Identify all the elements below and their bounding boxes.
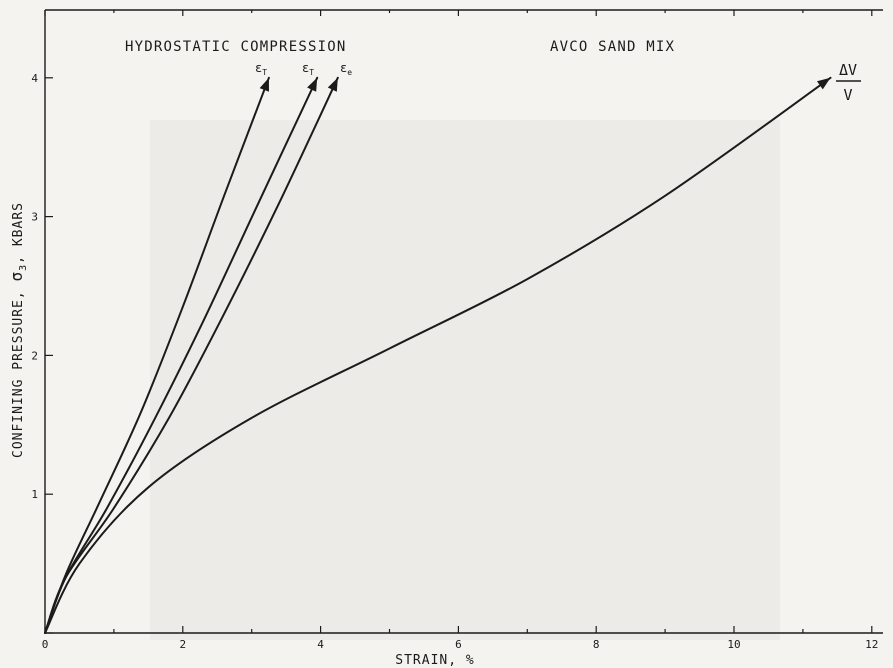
curve-label-2: εT: [302, 61, 314, 77]
y-axis-label-text-2: , KBARS: [11, 202, 26, 264]
curve-label-1-sub: T: [262, 68, 267, 77]
chart-labels: HYDROSTATIC COMPRESSION AVCO SAND MIX ST…: [7, 39, 861, 668]
arrowhead: [327, 77, 338, 92]
dv-label-denominator: V: [843, 86, 852, 104]
y-tick-label: 2: [31, 349, 38, 362]
x-tick-label: 2: [179, 638, 186, 651]
curves: [44, 76, 832, 634]
curve-label-2-main: ε: [302, 61, 309, 75]
x-tick-label: 6: [455, 638, 462, 651]
y-axis-label-subscript: 3: [18, 264, 29, 271]
arrowhead: [307, 77, 318, 92]
y-axis-label-sigma: σ: [7, 271, 26, 282]
tick-marks: [44, 10, 873, 634]
y-tick-label: 3: [31, 211, 38, 224]
scan-shading: [150, 120, 780, 640]
curve-label-3: εe: [340, 61, 352, 77]
x-tick-label: 8: [593, 638, 600, 651]
arrowhead: [816, 77, 831, 90]
curve-label-1-main: ε: [255, 61, 262, 75]
curve-label-3-main: ε: [340, 61, 347, 75]
curve-epsilon-t-1: [44, 76, 270, 634]
arrowhead: [259, 77, 269, 92]
curve-epsilon-e: [44, 76, 339, 634]
curve-label-2-sub: T: [309, 68, 314, 77]
axes: [44, 9, 883, 634]
x-tick-label: 4: [317, 638, 324, 651]
curve-label-3-sub: e: [347, 68, 352, 77]
x-tick-label: 10: [727, 638, 740, 651]
curve-epsilon-t-2: [44, 76, 319, 634]
y-axis-label-text-1: CONFINING PRESSURE,: [11, 281, 26, 458]
y-tick-label: 4: [31, 72, 38, 85]
curve-dv-over-v: [44, 76, 832, 634]
x-axis-label: STRAIN, %: [395, 653, 474, 668]
title-left: HYDROSTATIC COMPRESSION: [125, 39, 346, 55]
y-axis-label: CONFINING PRESSURE, σ3, KBARS: [7, 202, 29, 458]
y-tick-label: 1: [31, 488, 38, 501]
x-tick-label: 0: [42, 638, 49, 651]
curve-label-1: εT: [255, 61, 267, 77]
x-tick-label: 12: [865, 638, 878, 651]
title-right: AVCO SAND MIX: [550, 39, 675, 55]
dv-label-numerator: ΔV: [839, 61, 857, 79]
